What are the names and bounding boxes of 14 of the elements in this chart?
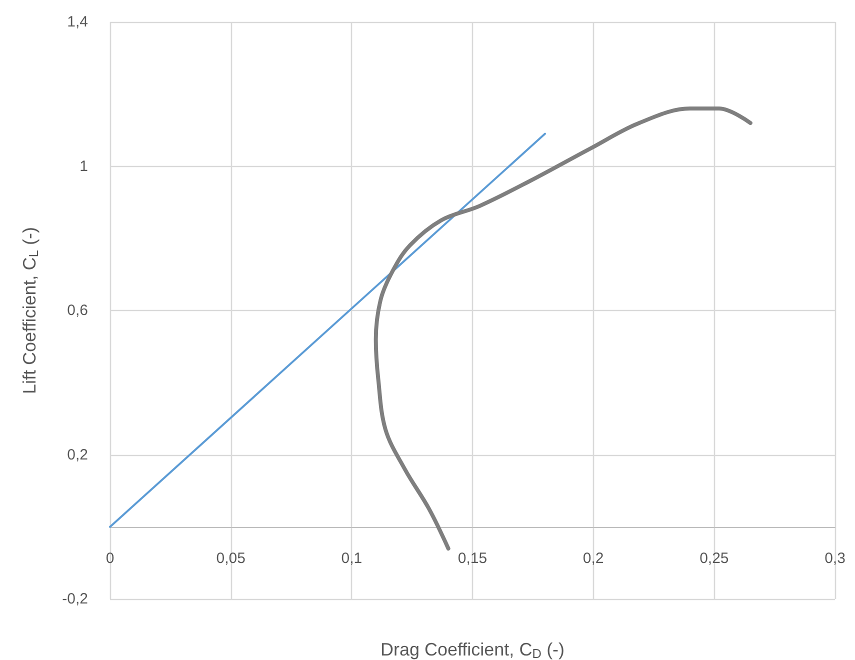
x-tick-label: 0,3 <box>824 550 846 567</box>
x-tick-label: 0,1 <box>341 550 362 567</box>
y-tick-label: 0,6 <box>67 302 88 319</box>
y-tick-label: -0,2 <box>62 590 88 608</box>
line-series <box>374 106 752 551</box>
x-tick-label: 0,15 <box>458 550 488 567</box>
x-tick-label: 0,2 <box>582 550 604 567</box>
y-axis-title: Lift Coefficient, CL (-) <box>20 227 41 394</box>
x-tick-label: 0 <box>106 550 114 567</box>
y-tick-label: 0,2 <box>67 446 88 464</box>
x-tick-label: 0,25 <box>700 550 729 567</box>
y-tick-label: 1 <box>80 158 88 175</box>
x-tick-label: 0,05 <box>216 550 246 567</box>
y-tick-label: 1,4 <box>67 14 88 30</box>
